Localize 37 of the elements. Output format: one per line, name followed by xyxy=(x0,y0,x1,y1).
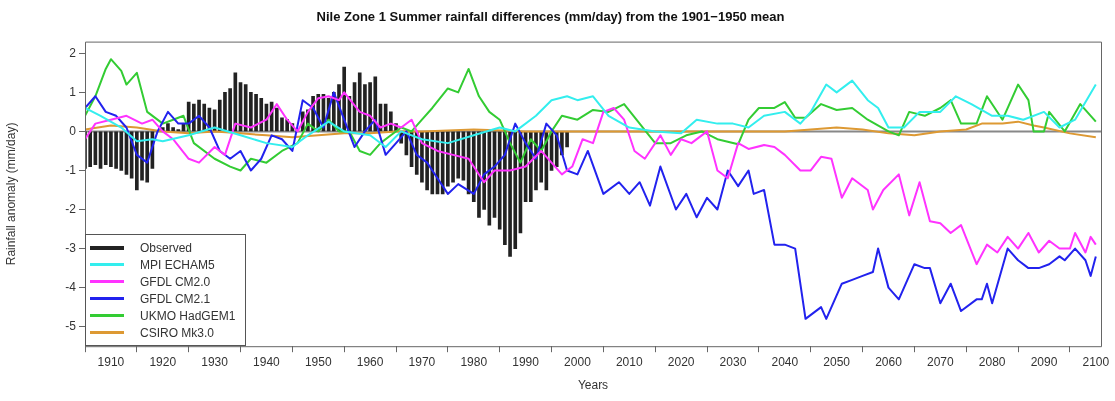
x-tick-label: 2030 xyxy=(719,354,747,369)
chart-title: Nile Zone 1 Summer rainfall differences (mm/day) from the 1901−1950 mean xyxy=(316,9,785,25)
x-tick-label: 2020 xyxy=(667,354,695,369)
x-tick-label: 2000 xyxy=(564,354,592,369)
x-tick-label: 1990 xyxy=(512,354,540,369)
x-tick-label: 2060 xyxy=(875,354,903,369)
x-tick-label: 1950 xyxy=(304,354,332,369)
x-tick-label: 1970 xyxy=(408,354,436,369)
legend-label: CSIRO Mk3.0 xyxy=(140,325,215,340)
x-tick-label: 2080 xyxy=(978,354,1006,369)
y-tick-label: -3 xyxy=(65,240,77,255)
y-tick-label: -1 xyxy=(65,162,77,177)
y-tick-label: -5 xyxy=(65,318,77,333)
x-axis-title: Years xyxy=(577,378,609,393)
legend-label: Observed xyxy=(140,240,193,255)
y-tick-label: 2 xyxy=(69,45,77,60)
x-tick-label: 2050 xyxy=(823,354,851,369)
x-tick-label: 2100 xyxy=(1082,354,1110,369)
x-tick-label: 1940 xyxy=(253,354,281,369)
x-tick-label: 1960 xyxy=(356,354,384,369)
legend-label: UKMO HadGEM1 xyxy=(140,308,236,323)
y-tick-label: 0 xyxy=(69,123,77,138)
x-tick-label: 2090 xyxy=(1030,354,1058,369)
x-tick-label: 1910 xyxy=(97,354,125,369)
y-tick-label: -2 xyxy=(65,201,77,216)
y-tick-label: -4 xyxy=(65,279,77,294)
legend-label: MPI ECHAM5 xyxy=(140,257,215,272)
legend-label: GFDL CM2.0 xyxy=(140,274,211,289)
x-tick-label: 1930 xyxy=(201,354,229,369)
x-tick-label: 2010 xyxy=(615,354,643,369)
x-tick-label: 2070 xyxy=(926,354,954,369)
y-tick-label: 1 xyxy=(69,84,77,99)
x-tick-label: 2040 xyxy=(771,354,799,369)
x-tick-label: 1980 xyxy=(460,354,488,369)
y-axis-title: Rainfall anomaly (mm/day) xyxy=(3,122,18,266)
x-tick-label: 1920 xyxy=(149,354,177,369)
legend-label: GFDL CM2.1 xyxy=(140,291,211,306)
